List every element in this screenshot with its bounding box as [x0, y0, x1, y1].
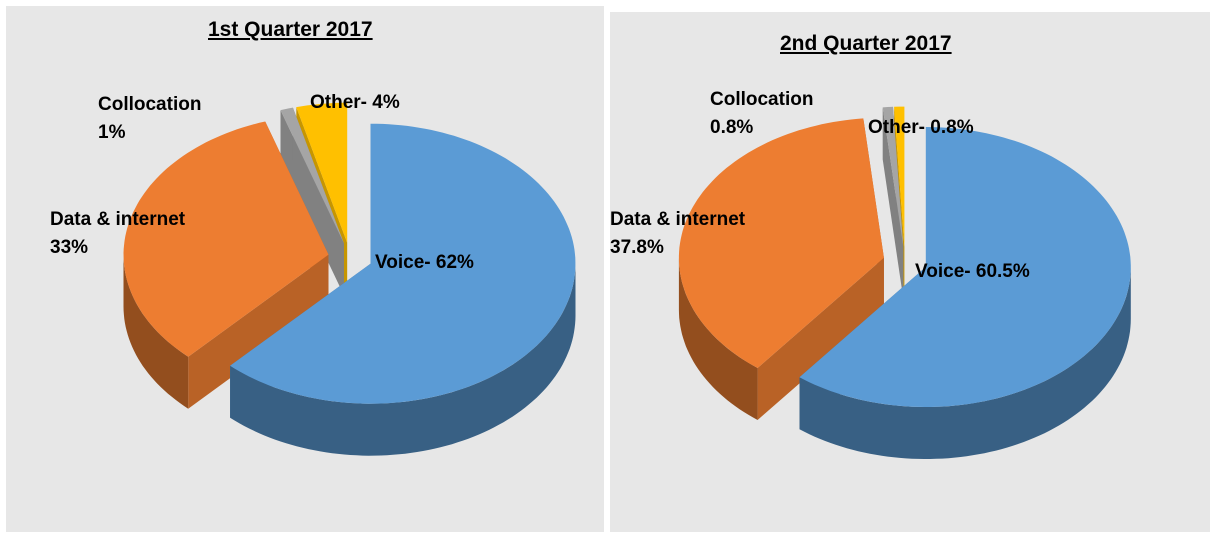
data-label: Voice- 62%: [375, 252, 474, 273]
slice: [882, 106, 904, 247]
slice: [678, 118, 884, 369]
slice: [123, 121, 329, 357]
slice: [894, 106, 905, 247]
data-label: Other- 4%: [310, 92, 400, 113]
slice: [799, 127, 1131, 407]
slice-face: [882, 107, 904, 299]
data-label: Collocation 0.8%: [710, 89, 814, 138]
slice-side: [123, 254, 189, 409]
chart-title: 2nd Quarter 2017: [780, 32, 952, 55]
data-label: Collocation 1%: [98, 94, 202, 143]
slice-face: [757, 257, 884, 420]
slice-side: [799, 267, 1131, 459]
slice-side: [230, 263, 576, 456]
data-label: Data & internet 33%: [50, 209, 186, 258]
data-label: Voice- 60.5%: [915, 261, 1030, 282]
data-label: Other- 0.8%: [868, 117, 974, 138]
slice-side: [678, 257, 758, 420]
data-label: Data & internet 37.8%: [610, 209, 746, 258]
slice: [296, 102, 348, 243]
slice-face: [188, 254, 329, 409]
slice: [230, 123, 576, 404]
chart-title: 1st Quarter 2017: [208, 18, 373, 41]
slice: [280, 107, 344, 244]
